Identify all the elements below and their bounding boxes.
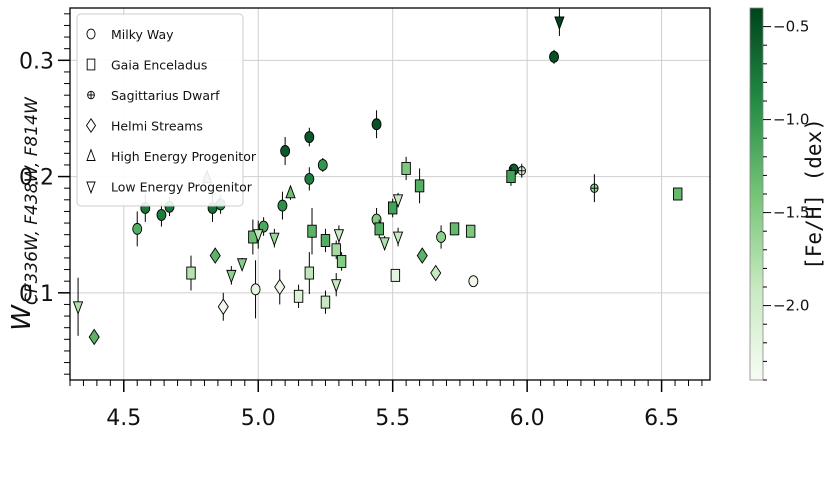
gaia-enceladus-point [465, 224, 476, 238]
colorbar-tick-label: −1.0 [773, 111, 809, 129]
low-energy-progenitor-point [554, 16, 565, 31]
x-tick-label: 4.5 [106, 406, 141, 431]
milky-way-point [277, 199, 288, 212]
colorbar-gradient [749, 7, 764, 381]
gaia-enceladus-point [186, 266, 196, 280]
milky-way-point [132, 222, 143, 235]
low-energy-progenitor-point [392, 231, 404, 246]
gaia-enceladus-point [390, 268, 401, 282]
gaia-enceladus-point [401, 161, 411, 175]
low-energy-progenitor-point [379, 237, 390, 252]
legend-marker-high-energy-progenitor [86, 148, 96, 161]
milky-way-point [304, 172, 315, 185]
legend-marker-milky-way [86, 28, 96, 40]
gaia-enceladus-point [449, 222, 460, 236]
low-energy-progenitor-point [236, 258, 248, 273]
gaia-enceladus-point [673, 187, 683, 201]
milky-way-point [156, 208, 167, 221]
helmi-streams-point [416, 247, 428, 264]
gaia-enceladus-point [293, 289, 304, 303]
milky-way-point [371, 118, 382, 131]
low-energy-progenitor-point [226, 269, 237, 284]
gaia-enceladus-point [331, 243, 341, 257]
legend-marker-gaia-enceladus [86, 58, 96, 71]
legend-label-sagittarius-dwarf: Sagittarius Dwarf [111, 88, 220, 103]
gaia-enceladus-point [307, 224, 317, 238]
milky-way-point [436, 231, 447, 243]
low-energy-progenitor-point [253, 229, 264, 243]
milky-way-point [304, 131, 315, 143]
x-tick-label: 5.5 [375, 406, 410, 431]
legend: Milky Way Gaia Enceladus Sagittarius Dwarf… [76, 13, 257, 207]
y-tick-label: 0.3 [19, 49, 54, 74]
y-axis-label: WCF336W, F438W, F814W [7, 96, 42, 331]
legend-label-gaia-enceladus: Gaia Enceladus [111, 58, 207, 73]
legend-label-milky-way: Milky Way [111, 27, 174, 42]
helmi-streams-point [209, 247, 221, 264]
gaia-enceladus-point [506, 170, 516, 184]
axes-frame: 4.5 5.0 5.5 6.0 6.5 0.1 0.2 0.3 [19, 7, 711, 431]
legend-label-low-energy-progenitor: Low Energy Progenitor [111, 180, 253, 195]
colorbar-tick-label: −1.5 [773, 204, 809, 222]
y-tick-label: 0.1 [19, 282, 54, 307]
gaia-enceladus-point [304, 266, 315, 280]
legend-box [76, 13, 244, 207]
low-energy-progenitor-point [331, 279, 342, 293]
x-tick-label: 5.0 [241, 406, 276, 431]
colorbar-tick-label: −2.0 [773, 297, 809, 315]
gaia-enceladus-point [336, 254, 347, 268]
legend-label-high-energy-progenitor: High Energy Progenitor [111, 149, 257, 164]
y-tick-label: 0.2 [19, 166, 54, 191]
helmi-streams-point [217, 298, 229, 316]
low-energy-progenitor-point [392, 194, 404, 209]
milky-way-point [280, 145, 291, 157]
gaia-enceladus-point [387, 201, 398, 215]
axis-labels: WCF336W, F438W, F814W [7, 96, 42, 331]
low-energy-progenitor-point [72, 301, 84, 316]
gaia-enceladus-point [374, 222, 384, 236]
milky-way-point [468, 275, 479, 288]
high-energy-progenitor-point [285, 184, 296, 199]
x-tick-label: 6.5 [644, 406, 679, 431]
x-tick-label: 6.0 [510, 406, 545, 431]
low-energy-progenitor-point [269, 232, 280, 247]
plot-frame [69, 7, 711, 381]
colorbar-tick-label: −0.5 [773, 18, 809, 36]
milky-way-point [549, 50, 559, 63]
colorbar-label: [Fe/H] (dex) [802, 118, 826, 270]
helmi-streams-point [430, 264, 442, 282]
legend-marker-low-energy-progenitor [86, 181, 96, 195]
helmi-streams-point [274, 278, 286, 296]
milky-way-point [250, 283, 261, 296]
gaia-enceladus-point [320, 295, 331, 309]
milky-way-point [317, 158, 328, 171]
gaia-enceladus-point [320, 234, 331, 247]
low-energy-progenitor-point [333, 229, 345, 243]
gaia-enceladus-point [414, 179, 425, 193]
colorbar: −0.5 −1.0 −1.5 −2.0 [Fe/H] (dex) [749, 7, 826, 381]
legend-label-helmi-streams: Helmi Streams [111, 119, 203, 134]
y-axis-label-subscript: CF336W, F438W, F814W [22, 96, 42, 305]
legend-marker-helmi-streams [85, 117, 97, 134]
helmi-streams-point [88, 328, 100, 346]
y-axis-label-main: W [7, 304, 37, 331]
